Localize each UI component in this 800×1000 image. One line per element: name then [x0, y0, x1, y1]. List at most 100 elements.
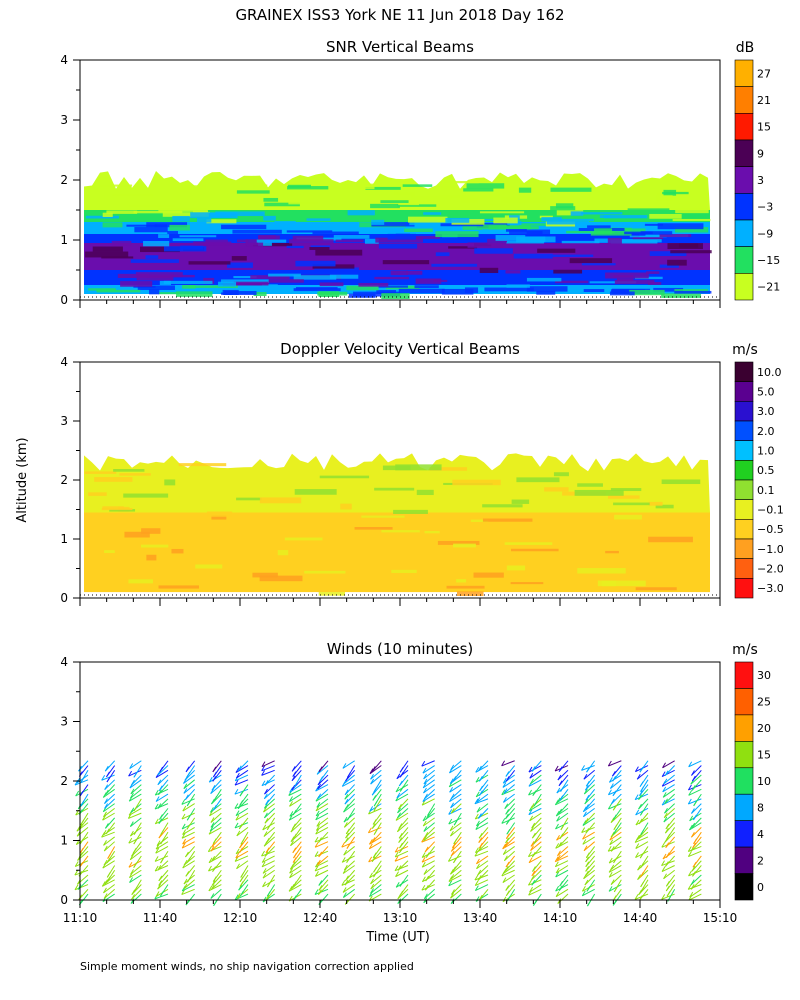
wind-barb-tick	[612, 775, 617, 782]
wind-barb	[501, 760, 515, 767]
wind-barb-tick	[212, 776, 217, 782]
wind-barb	[637, 860, 649, 871]
wind-barb-tick	[531, 832, 536, 839]
wind-barb-tick	[691, 785, 696, 791]
wind-barb-tick	[661, 894, 666, 900]
wind-barb	[424, 827, 436, 838]
wind-barb-tick	[181, 832, 186, 839]
wind-barb-tick	[691, 865, 696, 872]
wind-barb-tick	[369, 806, 374, 812]
wind-barb	[421, 836, 435, 843]
wind-barb-tick	[369, 839, 373, 845]
wind-barb-tick	[182, 829, 187, 835]
wind-barb	[344, 788, 356, 800]
wind-barb-tick	[474, 798, 479, 805]
heatmap-texture	[206, 219, 237, 224]
heatmap-texture	[608, 495, 640, 499]
y-tick-label: 3	[60, 113, 68, 127]
wind-barb	[290, 836, 302, 847]
wind-barb-tick	[502, 843, 507, 850]
wind-barb	[688, 798, 702, 805]
wind-barb-tick	[421, 836, 426, 843]
wind-barb-tick	[289, 787, 294, 793]
wind-barb-tick	[398, 847, 403, 854]
wind-barb-tick	[292, 771, 297, 777]
wind-barb	[477, 869, 489, 881]
wind-barb-tick	[213, 795, 218, 802]
wind-barb	[449, 822, 462, 832]
wind-barb-tick	[157, 789, 162, 795]
wind-barb-tick	[264, 780, 269, 786]
heatmap-texture	[674, 227, 709, 233]
wind-barb-tick	[477, 765, 482, 772]
wind-barb	[691, 765, 702, 776]
wind-barb	[130, 893, 142, 904]
wind-barb-tick	[346, 815, 351, 821]
wind-barb-tick	[370, 888, 374, 894]
wind-barb	[474, 850, 489, 857]
wind-barb	[290, 860, 302, 870]
wind-barb-tick	[640, 881, 645, 888]
heatmap-texture	[163, 280, 213, 284]
colorbar-label: −15	[757, 254, 780, 267]
wind-barb-tick	[610, 817, 615, 823]
wind-barb-tick	[663, 816, 668, 823]
wind-barb-tick	[476, 806, 481, 813]
heatmap-texture	[566, 230, 615, 234]
wind-barb	[395, 869, 409, 878]
colorbar-label: 2.0	[757, 425, 775, 438]
wind-barb-tick	[398, 833, 403, 839]
wind-barb	[103, 884, 115, 894]
wind-barb	[691, 827, 702, 838]
wind-barb	[448, 779, 462, 788]
wind-barb-tick	[583, 773, 588, 780]
heatmap-texture	[655, 195, 673, 201]
wind-barb-tick	[343, 849, 348, 856]
heatmap-texture	[493, 217, 518, 224]
heatmap-texture	[215, 211, 265, 217]
wind-barb	[555, 798, 569, 806]
wind-barb-tick	[129, 821, 134, 827]
wind-barb-tick	[343, 822, 348, 828]
wind-barb-tick	[530, 845, 534, 851]
heatmap-texture	[395, 233, 411, 237]
wind-barb	[317, 788, 329, 800]
wind-barb	[690, 874, 702, 886]
heatmap-texture	[599, 215, 611, 218]
wind-barb-tick	[475, 776, 480, 783]
heatmap-texture	[552, 254, 594, 257]
wind-barb-tick	[637, 864, 642, 871]
heatmap-texture	[130, 259, 179, 263]
wind-barb-tick	[394, 846, 399, 853]
panel-doppler: Doppler Velocity Vertical Beams 0 1 2 3 4 m/s 1…	[60, 340, 784, 606]
wind-barb	[315, 793, 329, 802]
wind-barb-tick	[181, 799, 186, 805]
heatmap-texture	[411, 195, 452, 201]
heatmap-texture	[176, 291, 213, 297]
wind-barb-tick	[107, 853, 112, 859]
x-tick-label: 13:10	[383, 911, 418, 925]
wind-barb-tick	[635, 843, 640, 849]
wind-barb	[210, 888, 222, 899]
wind-barb-tick	[505, 776, 510, 782]
heatmap-texture	[613, 502, 650, 506]
wind-barb-tick	[265, 799, 270, 806]
heatmap-texture	[387, 233, 416, 240]
heatmap-texture	[286, 245, 304, 249]
wind-barb-tick	[314, 836, 319, 843]
wind-barb	[289, 793, 302, 802]
wind-barb	[555, 888, 569, 898]
heatmap-texture	[649, 251, 687, 257]
wind-barb-tick	[610, 798, 615, 805]
wind-barb-tick	[610, 831, 615, 838]
wind-barb-tick	[159, 814, 163, 820]
wind-barb-tick	[638, 803, 642, 810]
wind-barb	[182, 860, 195, 869]
heatmap-texture	[256, 239, 287, 243]
heatmap-texture	[554, 280, 589, 284]
heatmap-texture	[662, 191, 689, 195]
heatmap-texture	[581, 212, 623, 215]
wind-barb	[315, 784, 329, 792]
wind-barb	[610, 812, 622, 823]
wind-barb	[343, 846, 355, 856]
